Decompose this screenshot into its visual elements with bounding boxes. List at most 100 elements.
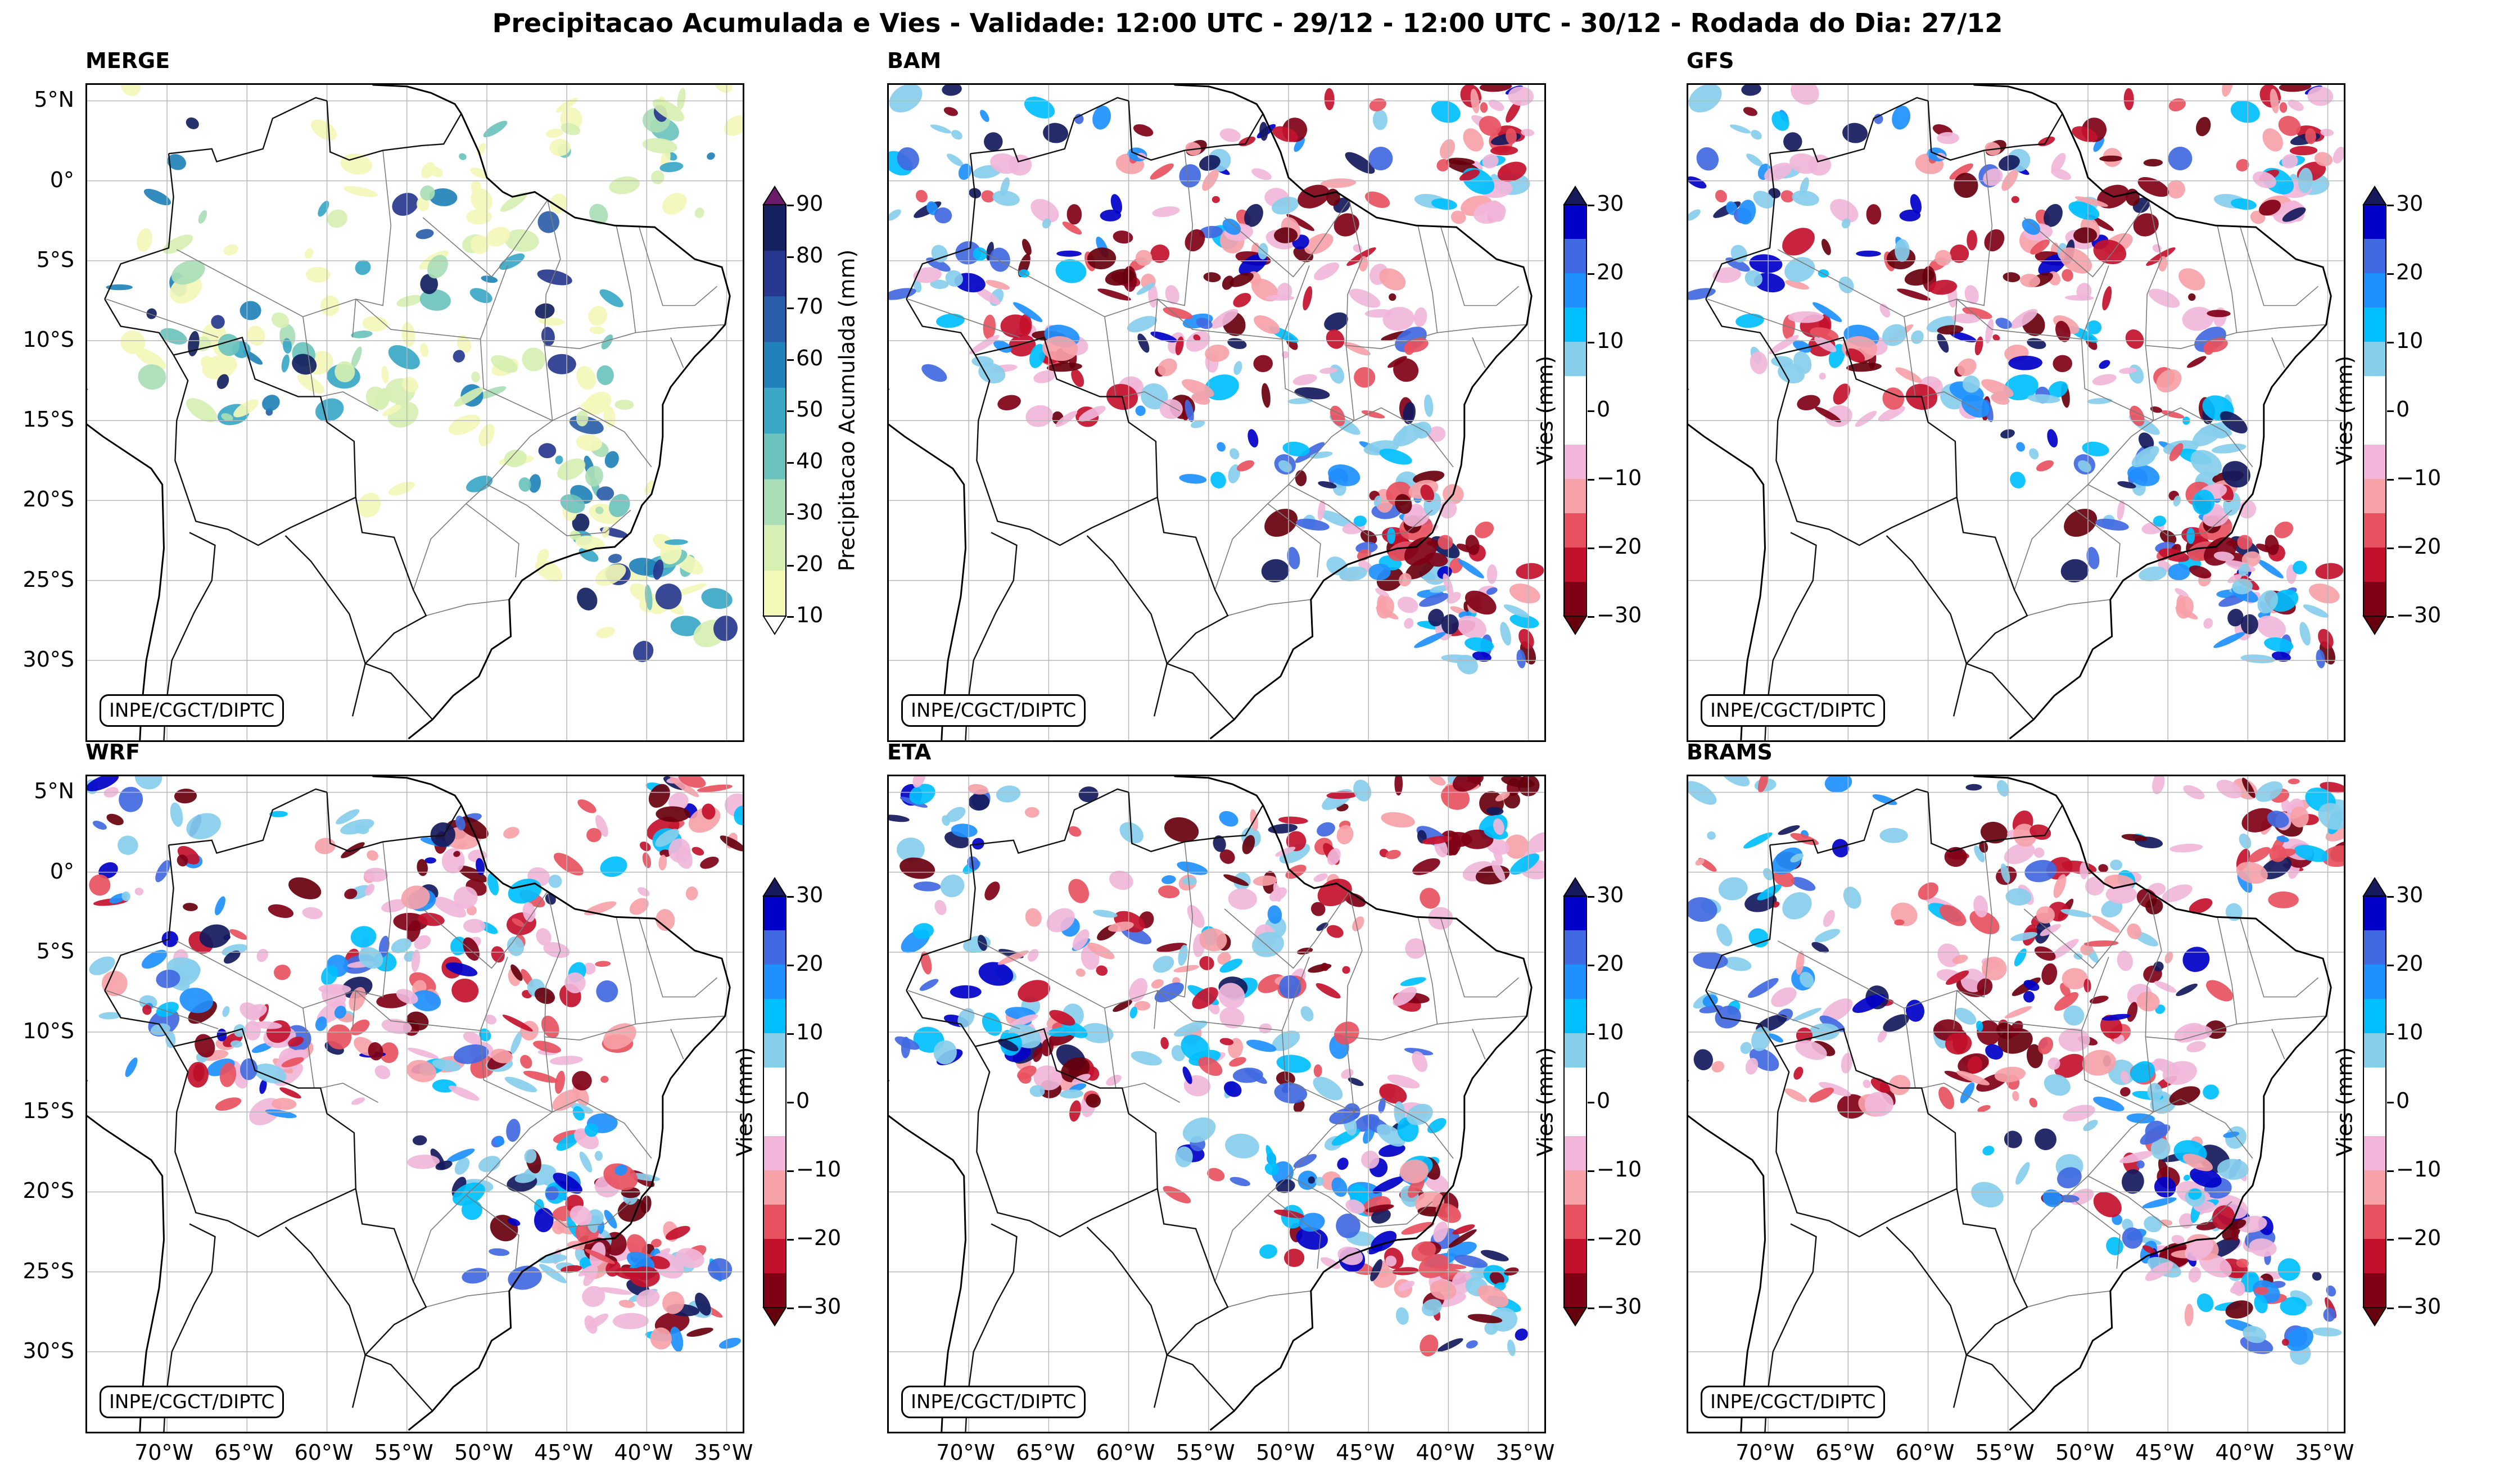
field-blob (1179, 474, 1207, 484)
colorbar-segment (2363, 376, 2386, 411)
field-blob (2220, 411, 2248, 434)
state-border (2239, 225, 2319, 306)
longitude-label: 70°W (936, 1440, 996, 1465)
field-blob (555, 455, 563, 464)
field-blob (2093, 1096, 2125, 1111)
field-blob (1429, 776, 1446, 786)
field-blob (1179, 164, 1201, 188)
field-blob (673, 583, 707, 596)
field-blob (1996, 780, 2009, 797)
field-blob (269, 811, 288, 817)
field-blob (1515, 1328, 1528, 1341)
field-blob (981, 190, 995, 203)
field-blob (629, 898, 649, 915)
field-blob (510, 1030, 523, 1055)
field-blob (1222, 218, 1241, 235)
field-blob (2182, 1153, 2213, 1171)
field-blob (2074, 196, 2108, 207)
colorbar-tick-label: 20 (2396, 951, 2424, 976)
field-blob (1068, 826, 1082, 837)
field-blob (1254, 315, 1280, 334)
field-blob (471, 180, 481, 193)
field-blob (1503, 604, 1530, 618)
field-blob (2152, 776, 2165, 794)
field-blob (1175, 336, 1184, 356)
field-blob (974, 286, 1000, 305)
field-blob (633, 641, 654, 662)
field-blob (1420, 485, 1435, 502)
field-blob (1319, 510, 1353, 527)
colorbar-segment (1564, 1136, 1587, 1171)
colorbar-segment (1564, 445, 1587, 479)
field-blob (402, 377, 419, 392)
colorbar-segment (763, 1102, 786, 1137)
field-blob (281, 354, 290, 373)
field-blob (943, 107, 958, 116)
field-blob (1730, 245, 1747, 263)
field-blob (379, 1042, 399, 1064)
field-blob (2011, 196, 2019, 203)
field-blob (2068, 201, 2100, 220)
colorbar-segment (763, 1170, 786, 1205)
field-blob (259, 1079, 267, 1094)
field-blob (233, 1024, 246, 1037)
field-blob (1373, 495, 1382, 506)
field-blob (921, 364, 947, 382)
state-border (480, 265, 508, 340)
field-blob (1814, 406, 1841, 423)
field-blob (1087, 247, 1117, 270)
field-blob (576, 434, 602, 451)
field-blob (1783, 132, 1802, 151)
colorbar-label: Vies (mm) (731, 1047, 757, 1157)
field-layer (106, 85, 743, 662)
field-blob (1199, 155, 1221, 171)
coastline (1688, 1080, 1766, 1432)
field-blob (1712, 267, 1741, 283)
field-blob (701, 588, 733, 609)
field-blob (458, 817, 489, 839)
field-blob (1313, 1064, 1322, 1078)
field-blob (1294, 387, 1330, 400)
colorbar-segment (2363, 548, 2386, 582)
field-layer (1688, 776, 2344, 1365)
colorbar-tick-mark (2387, 479, 2394, 481)
country-border (1128, 101, 1264, 161)
field-blob (1401, 1221, 1435, 1235)
field-blob (1897, 288, 1931, 301)
field-blob (2318, 628, 2334, 649)
field-blob (1378, 1097, 1386, 1114)
country-border (326, 101, 462, 161)
latitude-label: 25°S (22, 1258, 74, 1283)
field-blob (1210, 309, 1239, 329)
field-blob (222, 1006, 230, 1017)
field-blob (1246, 1039, 1277, 1052)
field-blob (89, 874, 111, 896)
field-blob (2099, 155, 2122, 162)
field-blob (2243, 1325, 2267, 1343)
field-blob (1950, 331, 1977, 343)
field-blob (2122, 1169, 2144, 1194)
field-blob (367, 850, 378, 861)
field-blob (1375, 588, 1390, 598)
field-blob (951, 130, 962, 140)
field-blob (229, 929, 248, 940)
field-blob (934, 207, 952, 224)
colorbar-tick-mark (787, 896, 794, 898)
colorbar-tick-label: 30 (796, 500, 824, 524)
field-blob (1133, 124, 1154, 137)
field-blob (2294, 845, 2329, 862)
field-blob (2137, 177, 2169, 197)
field-blob (1317, 499, 1326, 521)
field-blob (1949, 163, 1973, 180)
field-blob (508, 879, 542, 904)
field-blob (1108, 921, 1134, 932)
panel-title: MERGE (85, 48, 170, 73)
field-blob (2038, 254, 2067, 276)
colorbar-tick-label: 30 (2396, 191, 2424, 216)
field-blob (381, 899, 408, 913)
field-blob (315, 1016, 327, 1031)
colorbar-segment (2363, 1102, 2386, 1137)
graticule (1688, 85, 2344, 740)
country-border (168, 97, 327, 162)
field-blob (915, 189, 928, 203)
